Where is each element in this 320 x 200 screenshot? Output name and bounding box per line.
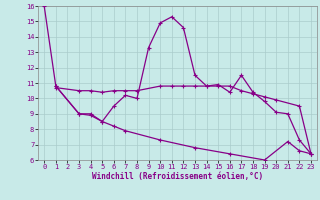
X-axis label: Windchill (Refroidissement éolien,°C): Windchill (Refroidissement éolien,°C): [92, 172, 263, 181]
